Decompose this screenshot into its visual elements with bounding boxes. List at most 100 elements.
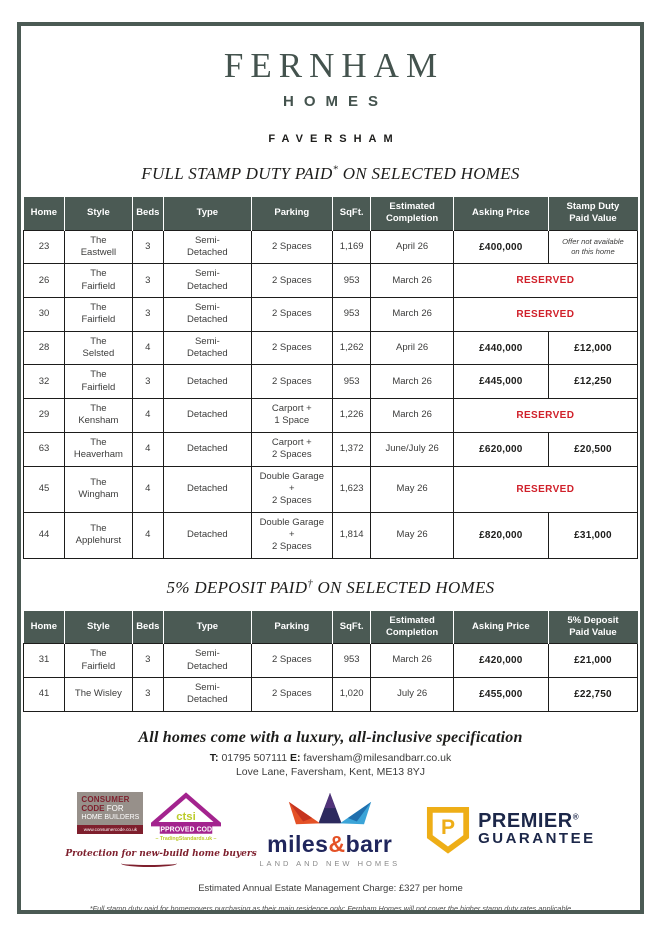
paid-value-cell: £12,000	[547, 330, 639, 366]
table-cell: May 26	[370, 465, 454, 513]
table-cell: June/July 26	[370, 431, 454, 467]
column-header: Estimated Completion	[370, 610, 454, 644]
asking-price-cell: £445,000	[452, 364, 549, 400]
column-header: Estimated Completion	[370, 197, 454, 231]
paid-value-cell: £12,250	[547, 364, 639, 400]
table-cell: Semi- Detached	[162, 330, 252, 366]
milesbarr-subtitle: LAND AND NEW HOMES	[259, 858, 401, 868]
table-cell: 41	[22, 676, 66, 712]
tagline-swoosh	[121, 860, 178, 868]
reserved-cell: RESERVED	[452, 297, 639, 332]
header-row: Home Style Beds Type Parking SqFt. Estimated C…	[23, 197, 639, 231]
table-cell: Detached	[162, 364, 252, 400]
table-cell: Detached	[162, 398, 252, 433]
table-row: 41 The Wisley 3 Semi- Detached 2 Spaces 1,020…	[22, 676, 639, 712]
table-cell: 2 Spaces	[250, 229, 333, 265]
table-cell: May 26	[370, 511, 454, 559]
consumer-code-tagline: Protection for new-build home buyers	[65, 849, 257, 860]
paid-value-cell: £21,000	[547, 643, 639, 678]
table-cell: 3	[131, 263, 164, 299]
table-cell: 1,226	[331, 398, 372, 433]
table-cell: Semi- Detached	[162, 297, 252, 332]
column-header: Parking	[251, 610, 333, 644]
table-cell: July 26	[370, 676, 454, 712]
ctsi-approved-code-logo: ctsi APPROVED CODE – TradingStandards.uk…	[151, 792, 222, 842]
title-footnote-mark: *	[332, 164, 339, 176]
table-row: 32 The Fairfield 3 Detached 2 Spaces 953 March…	[22, 364, 639, 400]
table-header: Home Style Beds Type Parking SqFt. Estimated C…	[23, 197, 639, 231]
premier-registered-mark: ®	[572, 812, 580, 822]
specification-line: All homes come with a luxury, all-inclus…	[138, 728, 523, 746]
column-header: Style	[64, 197, 133, 231]
table-cell: 23	[22, 229, 66, 265]
legal-disclaimer: *Full stamp duty paid for homemovers pur…	[89, 903, 572, 913]
table-cell: 2 Spaces	[250, 297, 333, 332]
table-row: 26 The Fairfield 3 Semi- Detached 2 Spaces 95…	[22, 263, 639, 299]
table-cell: 2 Spaces	[250, 643, 333, 678]
offer-note-cell: Offer not available on this home	[547, 229, 639, 265]
email-address: faversham@milesandbarr.co.uk	[303, 751, 452, 764]
title-rest: ON SELECTED HOMES	[312, 577, 495, 597]
table-cell: 1,814	[331, 511, 372, 559]
column-header: Beds	[132, 610, 164, 644]
table-row: 31 The Fairfield 3 Semi- Detached 2 Spaces 95…	[22, 643, 639, 678]
consumer-code-line1: CONSUMER	[81, 795, 130, 805]
paid-value-cell: £31,000	[547, 511, 639, 559]
consumer-code-block: CONSUMER CODE FOR HOME BUILDERS www.cons…	[65, 792, 257, 868]
table-cell: March 26	[370, 398, 454, 433]
table-cell: Carport + 2 Spaces	[250, 431, 333, 467]
premier-line1: PREMIER	[478, 810, 573, 833]
column-header: Type	[163, 610, 252, 644]
table-cell: March 26	[370, 263, 454, 299]
table-cell: 44	[22, 511, 66, 559]
table-cell: The Fairfield	[64, 643, 133, 678]
table-cell: Detached	[162, 465, 252, 513]
phone-label: T:	[209, 751, 219, 764]
table-cell: 3	[131, 297, 164, 332]
table-cell: 4	[131, 511, 164, 559]
table-cell: Semi- Detached	[162, 676, 252, 712]
column-header: SqFt.	[332, 197, 372, 231]
brand-location: FAVERSHAM	[268, 133, 400, 145]
reserved-cell: RESERVED	[452, 263, 639, 299]
table-cell: 3	[131, 643, 164, 678]
milesbarr-ampersand: &	[328, 830, 346, 857]
column-header: Asking Price	[453, 197, 549, 231]
table-cell: The Selsted	[64, 330, 133, 366]
table-cell: 30	[22, 297, 66, 332]
logo-row: CONSUMER CODE FOR HOME BUILDERS www.cons…	[22, 792, 639, 868]
asking-price-cell: £820,000	[452, 511, 549, 559]
brand-subtitle: HOMES	[282, 93, 388, 110]
column-header: Asking Price	[453, 610, 549, 644]
table-row: 28 The Selsted 4 Semi- Detached 2 Spaces 1,26…	[22, 330, 639, 366]
contact-line: T: 01795 507111 E: faversham@milesandbar…	[22, 752, 639, 764]
section-title-stamp-duty: FULL STAMP DUTY PAID* ON SELECTED HOMES	[22, 164, 639, 184]
ctsi-approved-label: APPROVED CODE	[156, 827, 218, 834]
title-text: FULL STAMP DUTY PAID	[141, 164, 333, 183]
table-cell: The Wingham	[64, 465, 133, 513]
table-cell: 1,169	[331, 229, 372, 265]
table-cell: Detached	[162, 431, 252, 467]
section-title-deposit: 5% DEPOSIT PAID† ON SELECTED HOMES	[22, 578, 639, 598]
table-cell: The Fairfield	[64, 263, 133, 299]
brand-name: FERNHAM	[223, 46, 445, 85]
consumer-code-for: FOR	[104, 803, 124, 813]
table-cell: 1,020	[331, 676, 372, 712]
table-row: 30 The Fairfield 3 Semi- Detached 2 Spaces 95…	[22, 297, 639, 332]
table-cell: 3	[131, 364, 164, 400]
table-cell: 4	[131, 465, 164, 513]
table-cell: 1,262	[331, 330, 372, 366]
table-cell: Semi- Detached	[162, 263, 252, 299]
table-row: 44 The Applehurst 4 Detached Double Garage +…	[22, 511, 639, 559]
table-cell: 953	[331, 297, 372, 332]
table-cell: 2 Spaces	[250, 364, 333, 400]
table-cell: 953	[331, 263, 372, 299]
table-cell: 3	[131, 229, 164, 265]
table-cell: March 26	[370, 643, 454, 678]
column-header: Stamp Duty Paid Value	[548, 197, 639, 231]
column-header: Type	[163, 197, 252, 231]
table-cell: Semi- Detached	[162, 229, 252, 265]
column-header: Parking	[251, 197, 333, 231]
table-cell: 1,623	[331, 465, 372, 513]
table-cell: 953	[331, 364, 372, 400]
